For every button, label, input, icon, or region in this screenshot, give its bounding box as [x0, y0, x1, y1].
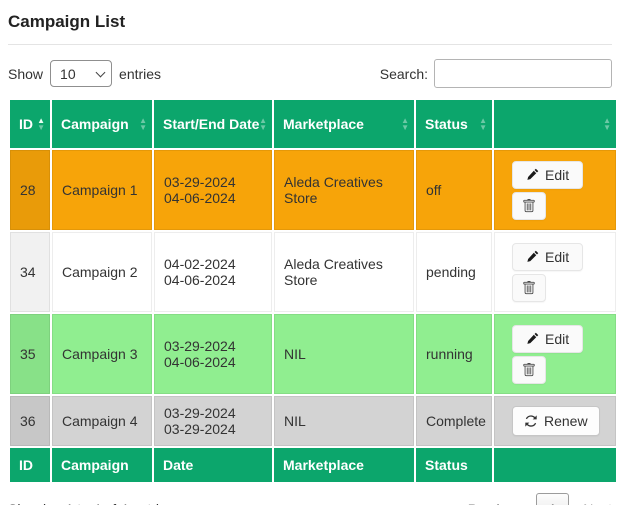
- sort-icon: ▲ ▼: [37, 116, 45, 132]
- table-row: 35 Campaign 3 03-29-2024 04-06-2024 NIL …: [10, 314, 616, 394]
- edit-button[interactable]: Edit: [512, 242, 584, 271]
- actions-cell: Edit: [494, 232, 616, 312]
- campaign-cell: Campaign 1: [52, 150, 152, 230]
- pencil-icon: [527, 250, 539, 262]
- actions-cell: Edit: [494, 314, 616, 394]
- search-input[interactable]: [434, 59, 612, 88]
- footer-campaign: Campaign: [52, 448, 152, 482]
- page-length-select[interactable]: 10: [50, 60, 113, 87]
- footer-status: Status: [416, 448, 492, 482]
- page-number-button[interactable]: 1: [536, 493, 570, 505]
- campaign-cell: Campaign 4: [52, 396, 152, 446]
- delete-button[interactable]: [512, 273, 546, 302]
- delete-button[interactable]: [512, 355, 546, 384]
- status-cell: pending: [416, 232, 492, 312]
- date-cell: 03-29-2024 04-06-2024: [154, 314, 272, 394]
- entries-label: entries: [119, 65, 162, 82]
- entries-info: Showing 1 to 4 of 4 entries: [8, 501, 174, 505]
- id-cell: 28: [10, 150, 50, 230]
- renew-button[interactable]: Renew: [512, 406, 600, 436]
- table-row: 28 Campaign 1 03-29-2024 04-06-2024 Aled…: [10, 150, 616, 230]
- column-header-campaign[interactable]: Campaign ▲ ▼: [52, 100, 152, 148]
- table-row: 34 Campaign 2 04-02-2024 04-06-2024 Aled…: [10, 232, 616, 312]
- delete-button[interactable]: [512, 191, 546, 220]
- column-header-marketplace[interactable]: Marketplace ▲ ▼: [274, 100, 414, 148]
- previous-button[interactable]: Previous: [468, 501, 522, 505]
- sort-icon: ▲ ▼: [139, 116, 147, 132]
- table-row: 36 Campaign 4 03-29-2024 03-29-2024 NIL …: [10, 396, 616, 446]
- page-length-control: Show 10 entries: [8, 60, 161, 87]
- footer-id: ID: [10, 448, 50, 482]
- page-title: Campaign List: [8, 12, 126, 31]
- column-header-start-end-date[interactable]: Start/End Date ▲ ▼: [154, 100, 272, 148]
- column-header-actions[interactable]: ▲ ▼: [494, 100, 616, 148]
- page-length-select-wrap: 10: [50, 60, 113, 87]
- footer-date: Date: [154, 448, 272, 482]
- pencil-icon: [527, 332, 539, 344]
- status-cell: Complete: [416, 396, 492, 446]
- edit-button[interactable]: Edit: [512, 160, 584, 189]
- date-cell: 03-29-2024 03-29-2024: [154, 396, 272, 446]
- actions-cell: Edit: [494, 150, 616, 230]
- id-cell: 36: [10, 396, 50, 446]
- actions-cell: Renew: [494, 396, 616, 446]
- footer-actions: [494, 448, 616, 482]
- pencil-icon: [527, 168, 539, 180]
- date-cell: 04-02-2024 04-06-2024: [154, 232, 272, 312]
- title-divider: [8, 44, 612, 45]
- refresh-icon: [525, 415, 537, 427]
- id-cell: 35: [10, 314, 50, 394]
- table-header: ID ▲ ▼ Campaign ▲ ▼ Start/End Date ▲ ▼ Mark…: [10, 100, 616, 148]
- trash-icon: [523, 362, 535, 376]
- marketplace-cell: Aleda Creatives Store: [274, 232, 414, 312]
- table-footer-bar: Showing 1 to 4 of 4 entries Previous 1 N…: [8, 493, 612, 505]
- marketplace-cell: NIL: [274, 396, 414, 446]
- next-button[interactable]: Next: [583, 501, 612, 505]
- sort-icon: ▲ ▼: [479, 116, 487, 132]
- sort-icon: ▲ ▼: [259, 116, 267, 132]
- id-cell: 34: [10, 232, 50, 312]
- column-header-id[interactable]: ID ▲ ▼: [10, 100, 50, 148]
- trash-icon: [523, 198, 535, 212]
- date-cell: 03-29-2024 04-06-2024: [154, 150, 272, 230]
- sort-icon: ▲ ▼: [603, 116, 611, 132]
- campaign-cell: Campaign 2: [52, 232, 152, 312]
- status-cell: off: [416, 150, 492, 230]
- campaign-cell: Campaign 3: [52, 314, 152, 394]
- table-body: 28 Campaign 1 03-29-2024 04-06-2024 Aled…: [10, 150, 616, 446]
- edit-button[interactable]: Edit: [512, 324, 584, 353]
- table-controls: Show 10 entries Search:: [8, 59, 612, 88]
- search-control: Search:: [380, 59, 612, 88]
- sort-icon: ▲ ▼: [401, 116, 409, 132]
- marketplace-cell: Aleda Creatives Store: [274, 150, 414, 230]
- campaign-table: ID ▲ ▼ Campaign ▲ ▼ Start/End Date ▲ ▼ Mark…: [8, 98, 618, 484]
- trash-icon: [523, 280, 535, 294]
- marketplace-cell: NIL: [274, 314, 414, 394]
- show-label: Show: [8, 65, 44, 82]
- table-footer: ID Campaign Date Marketplace Status: [10, 448, 616, 482]
- column-header-status[interactable]: Status ▲ ▼: [416, 100, 492, 148]
- pagination: Previous 1 Next: [468, 493, 612, 505]
- footer-marketplace: Marketplace: [274, 448, 414, 482]
- status-cell: running: [416, 314, 492, 394]
- search-label: Search:: [379, 65, 428, 82]
